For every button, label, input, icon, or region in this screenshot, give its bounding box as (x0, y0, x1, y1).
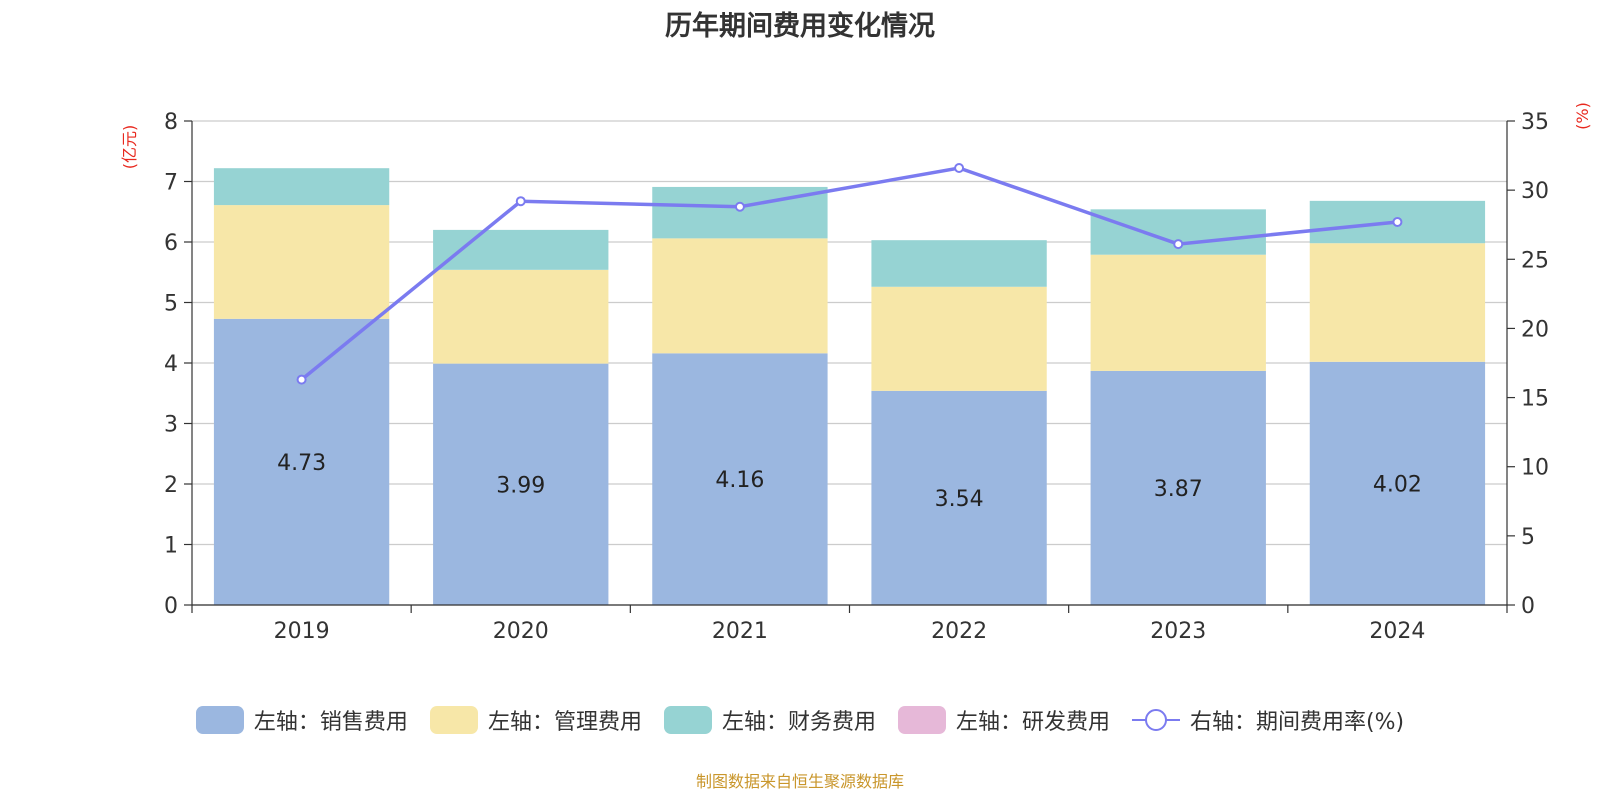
x-tick-label: 2023 (1150, 619, 1206, 644)
chart-title: 历年期间费用变化情况 (665, 11, 935, 42)
line-series-expense-rate (300, 166, 1398, 381)
chart-area: 0 1 2 3 4 5 6 7 8 0 5 10 15 20 25 30 35 (亿元) (%) 4.73 3.99 4.… (120, 102, 1592, 644)
bar-segment-左轴-管理费用 (213, 205, 390, 319)
bar-segment-左轴-管理费用 (1309, 243, 1486, 362)
bar-segment-左轴-销售费用 (1090, 370, 1266, 605)
y-left-tick-label: 3 (164, 413, 178, 438)
bar-segment-左轴-销售费用 (213, 318, 390, 605)
legend-item[interactable]: 左轴：管理费用 (429, 704, 642, 736)
line-point (1173, 239, 1184, 250)
x-tick-label: 2022 (931, 619, 987, 644)
legend: 左轴：销售费用 左轴：管理费用 左轴：财务费用 左轴：研发费用 右轴：期间费用率(%) (0, 704, 1600, 736)
line-point (954, 163, 965, 174)
x-tick-label: 2019 (274, 619, 330, 644)
bar-data-label: 3.87 (1154, 477, 1203, 502)
legend-label: 左轴：销售费用 (253, 710, 408, 735)
legend-label: 左轴：财务费用 (721, 710, 876, 735)
y-right-tick-label: 0 (1521, 594, 1535, 619)
legend-line-swatch (1131, 709, 1180, 731)
x-tick-label: 2021 (712, 619, 768, 644)
y-left-tick-label: 6 (164, 231, 178, 256)
line-point (734, 201, 745, 212)
y-right-tick-label: 5 (1521, 525, 1535, 550)
y-right-tick-label: 25 (1521, 248, 1549, 273)
bar-data-label: 4.16 (715, 468, 764, 493)
y-left-axis-unit: (亿元) (120, 125, 139, 170)
legend-label: 左轴：管理费用 (487, 710, 642, 735)
legend-item[interactable]: 左轴：研发费用 (897, 704, 1110, 736)
legend-swatch (663, 706, 712, 734)
line-point (296, 374, 307, 385)
y-left-tick-label: 2 (164, 473, 178, 498)
y-left-tick-label: 5 (164, 292, 178, 317)
legend-item[interactable]: 左轴：销售费用 (195, 704, 408, 736)
bar-segment-左轴-管理费用 (652, 238, 828, 354)
legend-item[interactable]: 右轴：期间费用率(%) (1131, 704, 1405, 736)
legend-label: 左轴：研发费用 (955, 710, 1110, 735)
bar-segment-左轴-销售费用 (1309, 361, 1486, 605)
x-tick-label: 2024 (1369, 619, 1425, 644)
bar-data-label: 3.99 (496, 473, 545, 498)
bar-data-label: 3.54 (935, 487, 984, 512)
y-right-axis-unit: (%) (1573, 102, 1592, 130)
y-right-tick-label: 20 (1521, 317, 1549, 342)
legend-swatch (429, 706, 478, 734)
y-left-tick-label: 0 (164, 594, 178, 619)
y-left-tick-label: 7 (164, 171, 178, 196)
y-left-tick-label: 1 (164, 534, 178, 559)
data-source-note: 制图数据来自恒生聚源数据库 (695, 772, 904, 791)
y-right-tick-label: 30 (1521, 179, 1549, 204)
line-point (515, 196, 526, 207)
y-right-tick-label: 10 (1521, 456, 1549, 481)
bar-segment-左轴-销售费用 (871, 390, 1047, 605)
bar-segment-左轴-财务费用 (213, 168, 390, 206)
y-right-tick-label: 35 (1521, 110, 1549, 135)
bar-data-label: 4.02 (1373, 472, 1422, 497)
bar-segment-左轴-管理费用 (871, 286, 1047, 391)
bar-data-label: 4.73 (277, 451, 326, 476)
y-left-tick-label: 8 (164, 110, 178, 135)
x-tick-label: 2020 (493, 619, 549, 644)
legend-item[interactable]: 左轴：财务费用 (663, 704, 876, 736)
bar-segment-左轴-销售费用 (433, 363, 609, 605)
bar-segment-左轴-销售费用 (652, 353, 828, 605)
line-point (1392, 216, 1403, 227)
legend-label: 右轴：期间费用率(%) (1189, 710, 1405, 735)
y-left-tick-label: 4 (164, 352, 178, 377)
bar-segment-左轴-管理费用 (1090, 254, 1266, 371)
legend-swatch (897, 706, 946, 734)
bar-segment-左轴-管理费用 (433, 269, 609, 364)
y-right-tick-label: 15 (1521, 387, 1549, 412)
legend-swatch (195, 706, 244, 734)
bar-segment-左轴-财务费用 (871, 240, 1047, 287)
